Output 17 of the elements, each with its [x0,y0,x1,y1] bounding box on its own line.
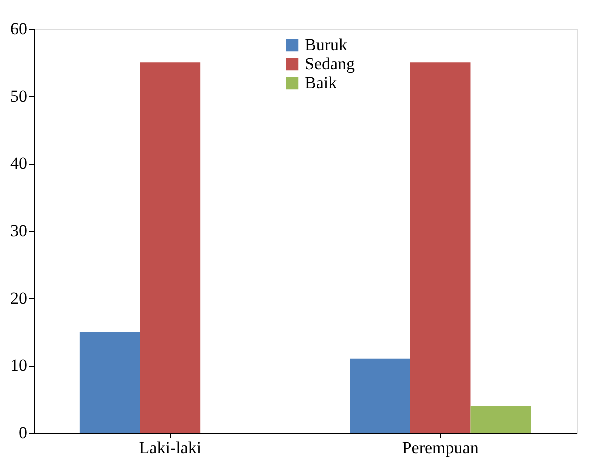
x-tick-label: Perempuan [402,438,480,458]
y-tick-label: 30 [10,222,28,240]
y-tick-label: 20 [10,288,28,308]
x-tick-label: Laki-laki [139,438,202,458]
bar [470,406,532,433]
bar [140,62,201,433]
legend-label: Baik [305,74,338,92]
legend-label: Buruk [305,36,348,54]
y-tick-label: 50 [10,86,28,106]
legend-label: Sedang [305,54,356,74]
y-tick-label: 0 [19,424,28,442]
bar [80,332,140,433]
bar [410,62,471,433]
y-tick-label: 40 [10,154,28,174]
y-tick-label: 10 [10,356,28,376]
y-tick-label: 60 [10,20,28,38]
bar [350,358,410,433]
